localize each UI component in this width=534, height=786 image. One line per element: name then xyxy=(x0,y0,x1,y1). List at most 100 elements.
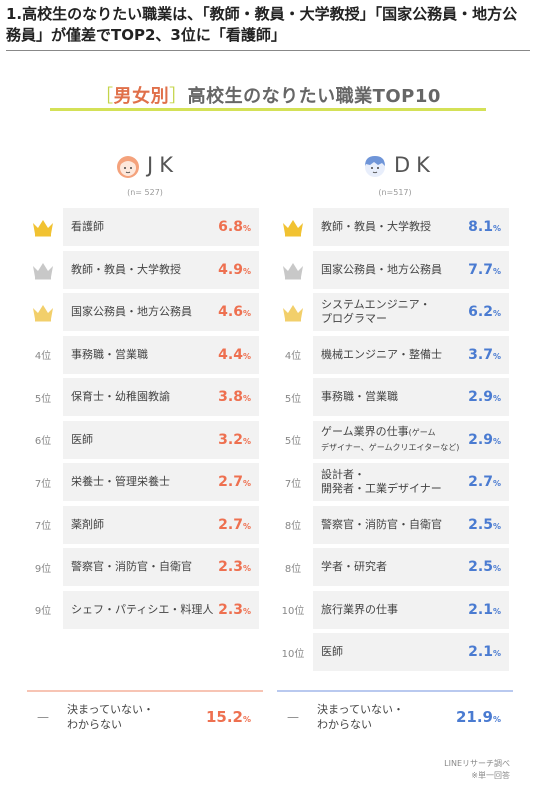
value-label: 6.2% xyxy=(468,304,501,320)
row-box: 学者・研究者 2.5% xyxy=(313,548,509,586)
dk-rows: 教師・教員・大学教授 8.1% 国家公務員・地方公務員 7.7% システムエンジニア・プ… xyxy=(277,208,513,676)
rank-cell: 4位 xyxy=(27,336,59,374)
job-name: 医師 xyxy=(321,645,343,659)
job-name-text: 警察官・消防官・自衛官 xyxy=(321,517,442,531)
job-name: システムエンジニア・ プログラマー xyxy=(321,298,431,326)
job-name: 国家公務員・地方公務員 xyxy=(71,305,192,319)
value-label: 7.7% xyxy=(468,262,501,278)
value-unit: % xyxy=(242,479,251,488)
job-name: 国家公務員・地方公務員 xyxy=(321,263,442,277)
jk-rows: 看護師 6.8% 教師・教員・大学教授 4.9% 国家公務員・地方公務員 4.6% 4位 事務… xyxy=(27,208,263,633)
job-name: 保育士・幼稚園教諭 xyxy=(71,390,170,404)
answer-type-note: ※単一回答 xyxy=(471,771,510,780)
rank-label: 4位 xyxy=(284,351,302,362)
row-box: システムエンジニア・ プログラマー 6.2% xyxy=(313,293,509,331)
job-name: 事務職・営業職 xyxy=(71,348,148,362)
rank-cell xyxy=(27,251,59,289)
value-label: 4.6% xyxy=(218,304,251,320)
value-number: 3.8 xyxy=(218,389,243,405)
rank-label: 5位 xyxy=(34,393,52,405)
chart-title-open-bracket: ［ xyxy=(95,86,114,107)
undecided-dash: — xyxy=(287,710,299,724)
value-label: 3.8% xyxy=(218,389,251,405)
row-box: 事務職・営業職 4.4% xyxy=(63,335,259,374)
row-box: 栄養士・管理栄養士 2.7% xyxy=(63,463,259,501)
job-name-text: 設計者・ xyxy=(321,468,365,481)
undecided-label-line2: わからない xyxy=(67,718,122,731)
rank-cell xyxy=(277,293,309,331)
job-name: 薬剤師 xyxy=(71,518,104,532)
row-box: 国家公務員・地方公務員 7.7% xyxy=(313,250,509,289)
value-unit: % xyxy=(492,564,501,573)
row-box: 設計者・ 開発者・工業デザイナー 2.7% xyxy=(313,463,509,501)
job-name-text: 機械エンジニア・整備士 xyxy=(321,347,442,361)
job-name: 教師・教員・大学教授 xyxy=(321,220,431,234)
value-number: 2.9 xyxy=(468,431,493,448)
table-row: 5位 保育士・幼稚園教諭 3.8% xyxy=(27,378,263,421)
table-row: 教師・教員・大学教授 8.1% xyxy=(277,208,513,251)
rank-cell xyxy=(277,208,309,246)
rank-cell: 7位 xyxy=(27,463,59,501)
table-row: 教師・教員・大学教授 4.9% xyxy=(27,250,263,294)
boy-avatar-icon xyxy=(365,156,385,177)
rank-cell xyxy=(27,293,59,331)
job-name-text: 事務職・営業職 xyxy=(321,390,398,403)
row-box: 機械エンジニア・整備士 3.7% xyxy=(313,335,509,374)
value-unit: % xyxy=(492,606,501,616)
value-label: 2.5% xyxy=(468,559,501,575)
table-row: 国家公務員・地方公務員 7.7% xyxy=(277,250,513,294)
chart-title-underline xyxy=(50,108,486,111)
job-name-text: 保育士・幼稚園教諭 xyxy=(71,390,170,403)
undecided-value-unit: % xyxy=(242,715,251,724)
value-number: 2.7 xyxy=(218,516,243,533)
page-headline: 1.高校生のなりたい職業は、「教師・教員・大学教授」「国家公務員・地方公務員」が… xyxy=(6,5,518,44)
undecided-row: — 決まっていない・ わからない 15.2% xyxy=(27,698,263,742)
jk-sample-size: (n= 527) xyxy=(127,188,163,197)
rank-cell: 5位 xyxy=(277,421,309,459)
job-name-line2: 開発者・工業デザイナー xyxy=(321,482,442,495)
value-unit: % xyxy=(242,606,251,616)
job-name: 看護師 xyxy=(71,220,104,234)
undecided-label: 決まっていない・ わからない xyxy=(67,702,154,732)
value-number: 2.7 xyxy=(218,474,243,490)
value-unit: % xyxy=(492,309,501,318)
rank-label: 10位 xyxy=(281,648,305,660)
value-label: 8.1% xyxy=(468,219,501,235)
job-name: 栄養士・管理栄養士 xyxy=(71,475,170,489)
rank-cell: 6位 xyxy=(27,421,59,459)
table-row: システムエンジニア・ プログラマー 6.2% xyxy=(277,293,513,336)
job-name-text: 教師・教員・大学教授 xyxy=(71,262,181,276)
undecided-divider xyxy=(27,690,263,692)
row-box: 警察官・消防官・自衛官 2.3% xyxy=(63,548,259,586)
row-box: ゲーム業界の仕事(ゲーム デザイナー、ゲームクリエイターなど) 2.9% xyxy=(313,420,509,459)
job-name: 学者・研究者 xyxy=(321,560,387,574)
dk-label: DK xyxy=(394,153,436,177)
value-label: 2.9% xyxy=(468,432,501,448)
table-row: 7位 栄養士・管理栄養士 2.7% xyxy=(27,463,263,506)
row-box: 医師 3.2% xyxy=(63,420,259,459)
undecided-value: 15.2% xyxy=(206,708,251,726)
value-unit: % xyxy=(242,224,251,233)
crown-icon xyxy=(33,262,53,279)
chart-title-close-bracket: ］ xyxy=(169,86,188,107)
crown-icon xyxy=(33,220,53,237)
table-row: 7位 薬剤師 2.7% xyxy=(27,505,263,549)
row-box: 保育士・幼稚園教諭 3.8% xyxy=(63,378,259,416)
job-name-text: 医師 xyxy=(321,645,343,658)
value-number: 4.6 xyxy=(218,304,243,320)
value-number: 2.9 xyxy=(468,389,493,405)
value-label: 2.7% xyxy=(218,517,251,533)
chart-title: ［男女別］高校生のなりたい職業TOP10 xyxy=(50,82,486,108)
row-box: 国家公務員・地方公務員 4.6% xyxy=(63,293,259,331)
job-name-text: シェフ・パティシエ・料理人 xyxy=(71,602,214,616)
job-name: 医師 xyxy=(71,433,93,447)
rank-cell: 8位 xyxy=(277,548,309,586)
table-row: 9位 警察官・消防官・自衛官 2.3% xyxy=(27,548,263,591)
value-number: 7.7 xyxy=(468,261,493,278)
value-label: 6.8% xyxy=(218,219,251,235)
value-number: 2.1 xyxy=(468,601,493,618)
value-label: 2.9% xyxy=(468,389,501,405)
rank-label: 7位 xyxy=(34,521,52,532)
rank-label: 8位 xyxy=(284,563,302,575)
table-row: 8位 警察官・消防官・自衛官 2.5% xyxy=(277,505,513,549)
